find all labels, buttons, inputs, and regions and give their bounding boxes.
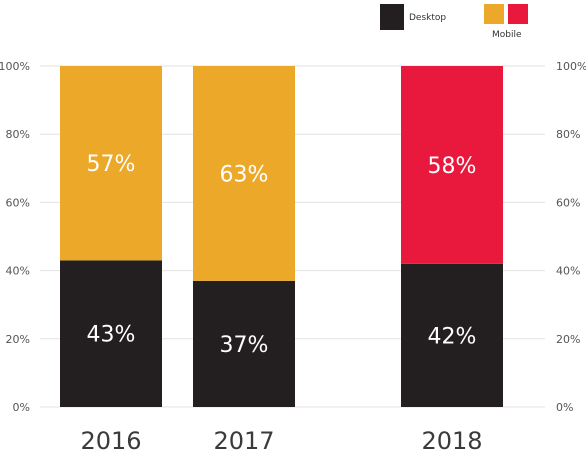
y-tick-label-left: 60% xyxy=(6,196,30,209)
data-label-desktop-2016: 43% xyxy=(87,323,136,348)
x-tick-label-2016: 2016 xyxy=(80,427,141,453)
data-label-mobile-2016: 57% xyxy=(87,152,136,177)
data-label-desktop-2017: 37% xyxy=(220,333,269,358)
x-tick-label-2017: 2017 xyxy=(213,427,274,453)
data-label-mobile-2017: 63% xyxy=(220,162,269,187)
y-tick-label-left: 100% xyxy=(0,60,30,73)
bar-mobile-2017 xyxy=(193,66,295,281)
x-axis-labels: 2016 2017 2018 xyxy=(80,427,482,453)
y-tick-label-left: 80% xyxy=(6,128,30,141)
y-tick-label-left: 20% xyxy=(6,333,30,346)
legend-swatch-mobile-2 xyxy=(508,4,528,24)
y-tick-label-right: 20% xyxy=(556,333,580,346)
y-tick-label-right: 60% xyxy=(556,196,580,209)
legend-swatch-mobile-1 xyxy=(484,4,504,24)
y-tick-label-right: 80% xyxy=(556,128,580,141)
legend-label-desktop: Desktop xyxy=(409,13,446,23)
bars xyxy=(60,66,503,407)
legend-label-mobile: Mobile xyxy=(492,30,522,40)
y-tick-label-right: 0% xyxy=(556,401,573,414)
y-tick-label-right: 100% xyxy=(556,60,586,73)
data-label-mobile-2018: 58% xyxy=(428,154,477,179)
segment-labels: 43% 57% 37% 63% 42% 58% xyxy=(87,152,477,358)
legend: Desktop Mobile xyxy=(380,4,528,40)
y-tick-label-right: 40% xyxy=(556,265,580,278)
y-axis-ticks: 0% 0% 20% 20% 40% 40% 60% 60% 80% 80% 100% 100% xyxy=(0,60,586,414)
y-tick-label-left: 40% xyxy=(6,265,30,278)
x-tick-label-2018: 2018 xyxy=(421,427,482,453)
bar-mobile-2016 xyxy=(60,66,162,261)
bar-desktop-2016 xyxy=(60,260,162,407)
bar-desktop-2017 xyxy=(193,280,295,407)
bar-mobile-2018 xyxy=(401,66,503,264)
y-tick-label-left: 0% xyxy=(13,401,30,414)
data-label-desktop-2018: 42% xyxy=(428,324,477,349)
bar-desktop-2018 xyxy=(401,263,503,407)
legend-swatch-desktop xyxy=(380,4,404,30)
